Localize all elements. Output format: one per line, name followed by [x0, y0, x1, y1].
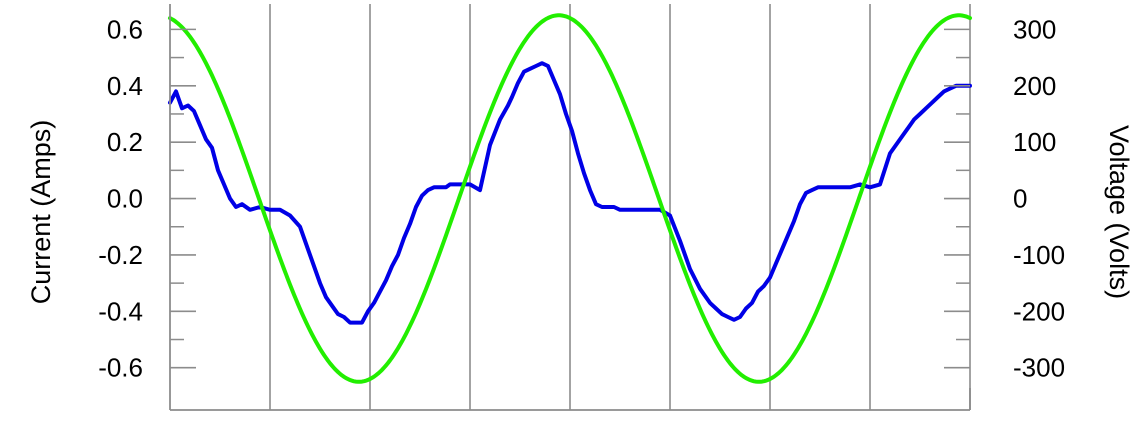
y2-tick-label: 300: [1013, 14, 1056, 44]
axis-layer: -0.6 -0.4 -0.2 0.0 0.2 0.4 0.6 -300 -200 -100 0 100…: [98, 4, 1065, 411]
y2-tick-label: -200: [1013, 296, 1065, 326]
y-tick-label: 0.0: [107, 184, 143, 214]
y2-tick-label: 100: [1013, 127, 1056, 157]
y2-tick-label: 200: [1013, 71, 1056, 101]
y-tick-label: -0.2: [98, 240, 143, 270]
y-tick-label: 0.6: [107, 14, 143, 44]
y-tick-label: 0.4: [107, 71, 143, 101]
grid-layer: [269, 4, 971, 410]
y-tick-label: -0.4: [98, 296, 143, 326]
y2-tick-label: 0: [1013, 184, 1027, 214]
y2-axis-title: Voltage (Volts): [1104, 125, 1134, 299]
y2-tick-label: -300: [1013, 353, 1065, 383]
y-tick-label: 0.2: [107, 127, 143, 157]
y2-tick-label: -100: [1013, 240, 1065, 270]
y-tick-label: -0.6: [98, 353, 143, 383]
current-series-line: [168, 61, 972, 325]
y-axis-title: Current (Amps): [26, 120, 56, 305]
series-layer: [168, 13, 972, 384]
voltage-series-line: [168, 13, 972, 384]
